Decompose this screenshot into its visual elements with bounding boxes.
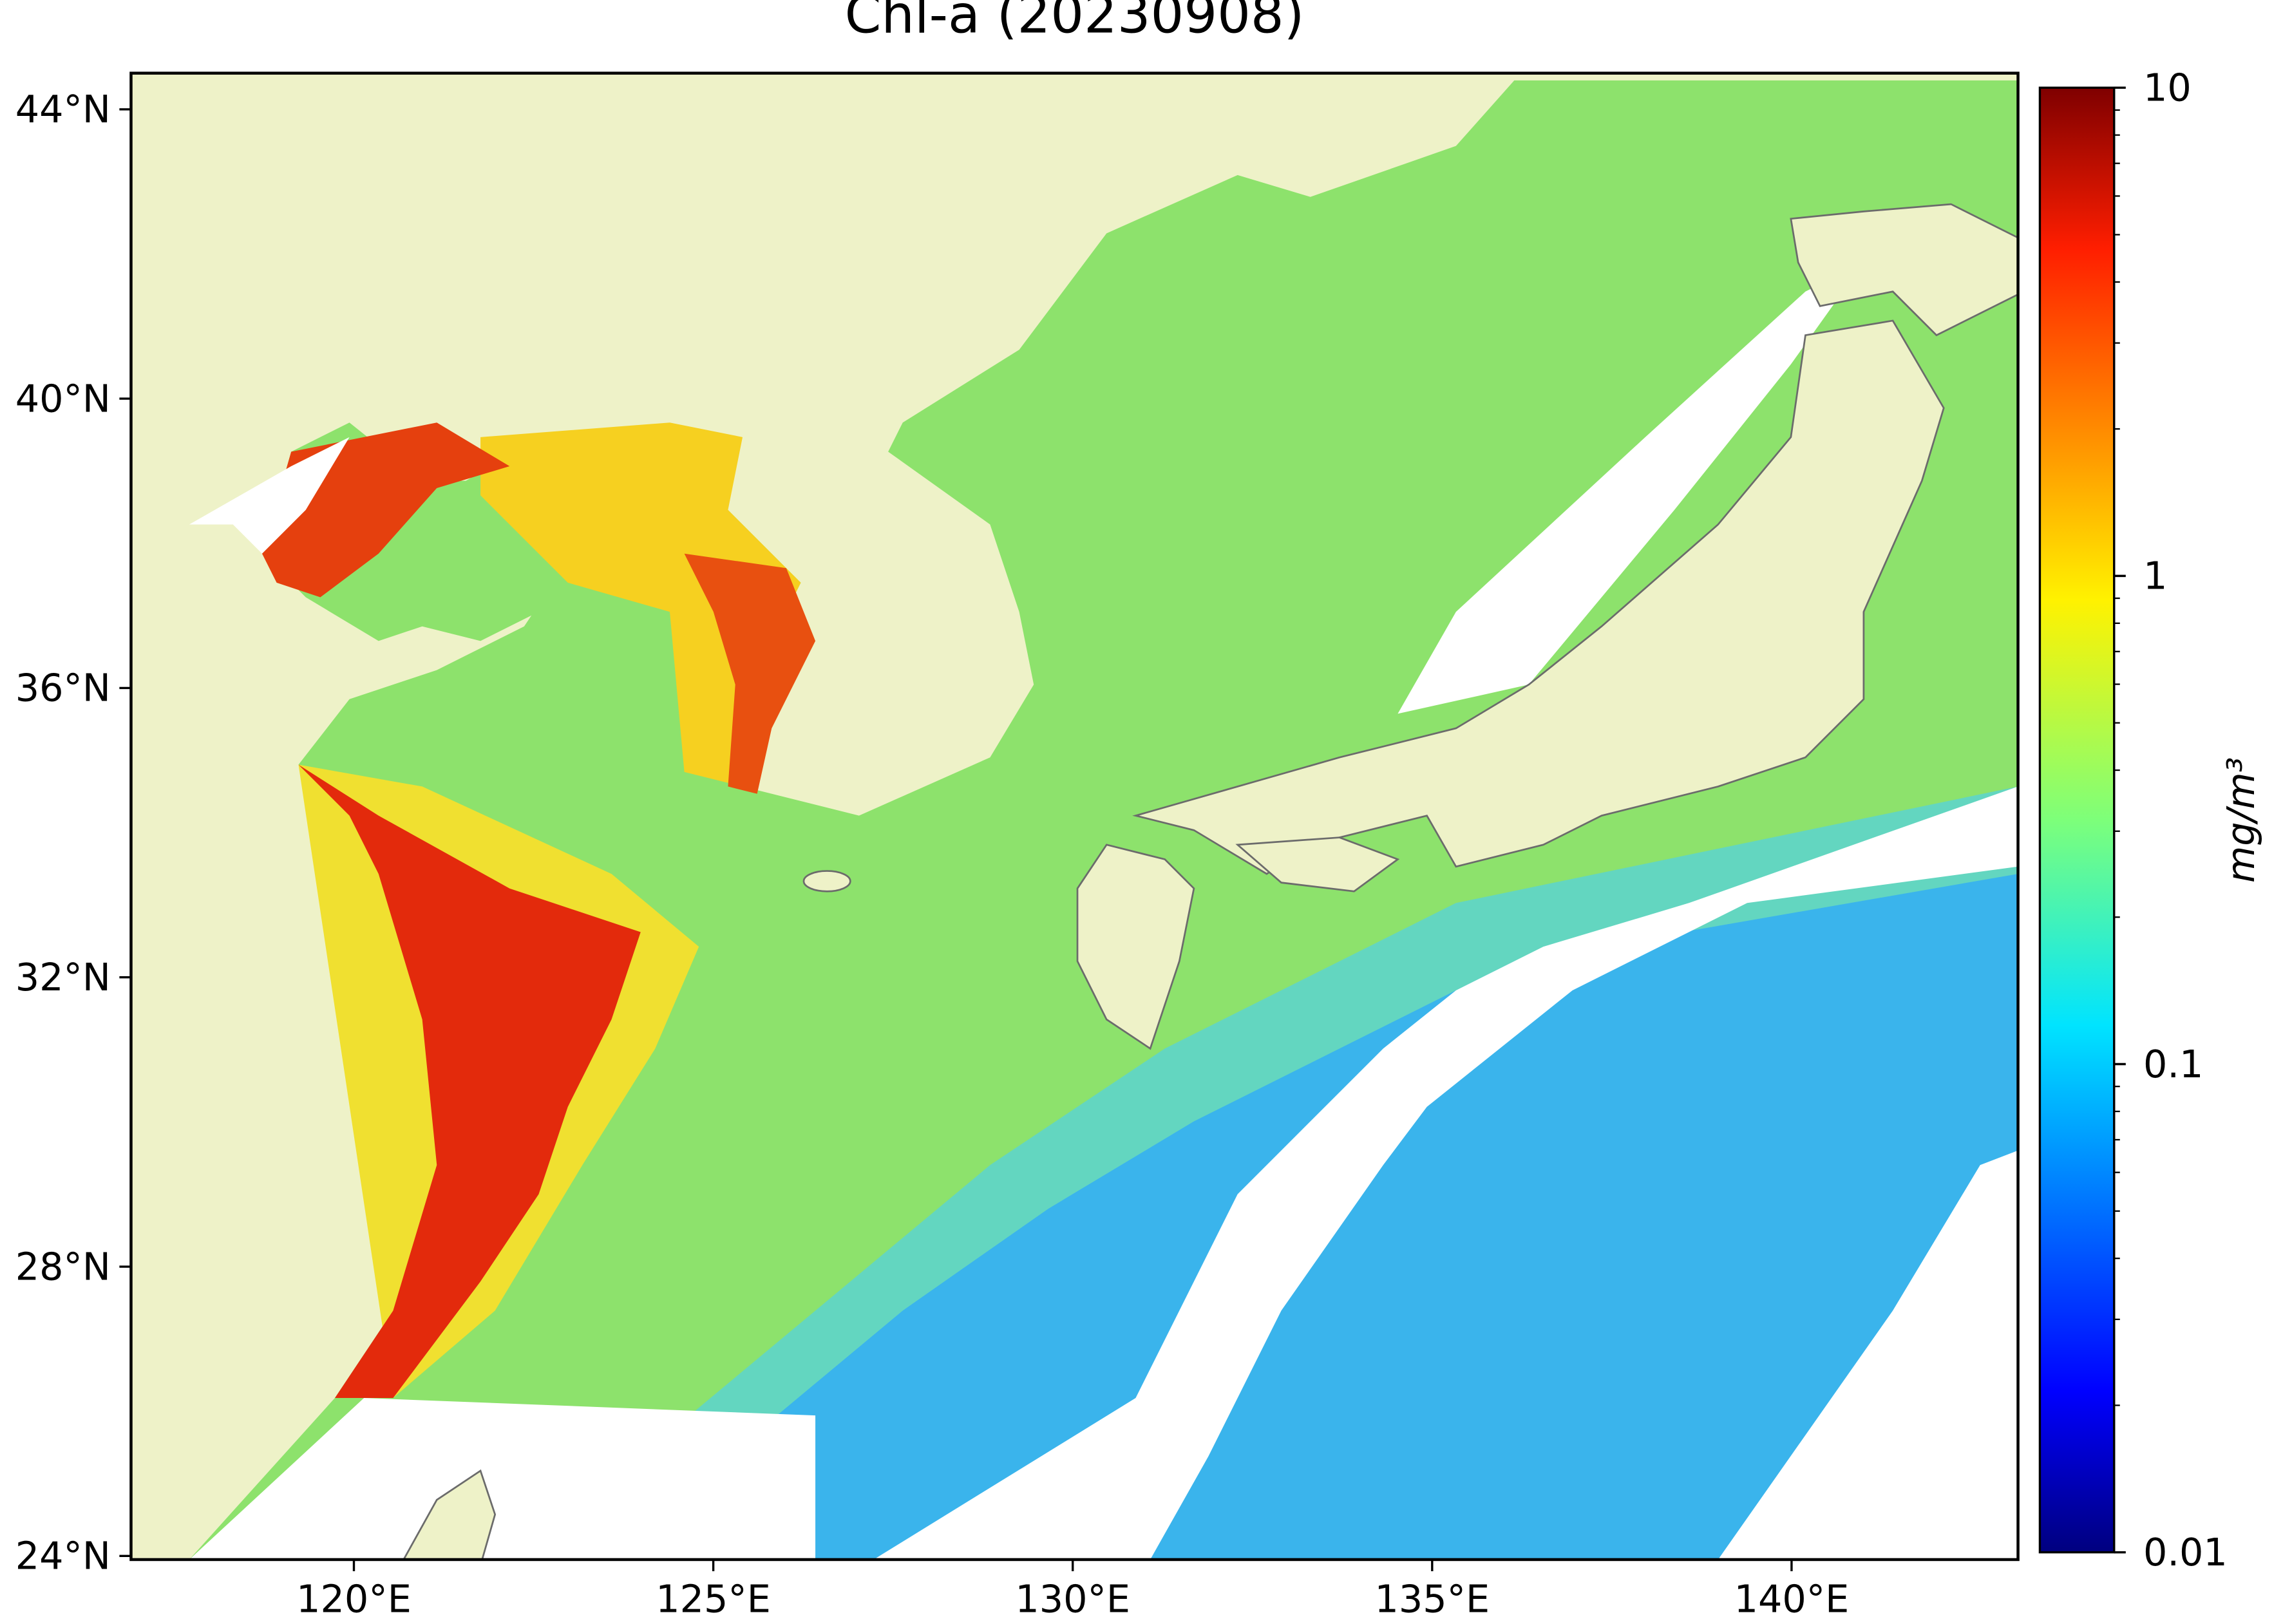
- colorbar-tick-label: 1: [2143, 554, 2167, 598]
- colorbar-tick-label: 10: [2143, 66, 2192, 110]
- colorbar-tick-label: 0.1: [2143, 1042, 2203, 1086]
- land: [1076, 844, 1195, 1050]
- x-tick-label: 135°E: [1374, 1576, 1490, 1621]
- y-tick-label: 44°N: [15, 87, 111, 131]
- cloud: [1718, 1150, 2018, 1560]
- colorbar-label: mg/m³: [2219, 757, 2263, 883]
- x-tick-label: 120°E: [296, 1576, 412, 1621]
- land: [403, 1469, 497, 1560]
- x-tick-label: 140°E: [1734, 1576, 1850, 1621]
- frame: [129, 71, 2020, 1562]
- land: [1132, 319, 1945, 875]
- y-tick-label: 36°N: [15, 666, 111, 710]
- coastal-bloom: [480, 422, 801, 787]
- y-tick-label: 32°N: [15, 955, 111, 999]
- oligotrophic-sea: [728, 874, 2018, 1560]
- chart-title: Chl-a (20230908): [845, 0, 1305, 45]
- y-tick-label: 40°N: [15, 376, 111, 420]
- land: [1235, 836, 1400, 892]
- x-tick-label: 125°E: [656, 1576, 771, 1621]
- map: [131, 73, 2018, 1560]
- y-tick-label: 28°N: [15, 1244, 111, 1289]
- coastal-bloom: [298, 764, 641, 1398]
- x-tick-label: 130°E: [1015, 1576, 1130, 1621]
- colorbar: [2038, 86, 2116, 1554]
- colorbar-tick-label: 0.01: [2143, 1530, 2228, 1574]
- cloud: [189, 1397, 816, 1560]
- y-tick-label: 24°N: [15, 1534, 111, 1578]
- cloud: [189, 437, 350, 554]
- land: [802, 870, 851, 892]
- land: [1790, 203, 2018, 337]
- coastal-bloom: [684, 553, 816, 794]
- cloud: [1397, 262, 1864, 714]
- cloud: [873, 786, 2018, 1560]
